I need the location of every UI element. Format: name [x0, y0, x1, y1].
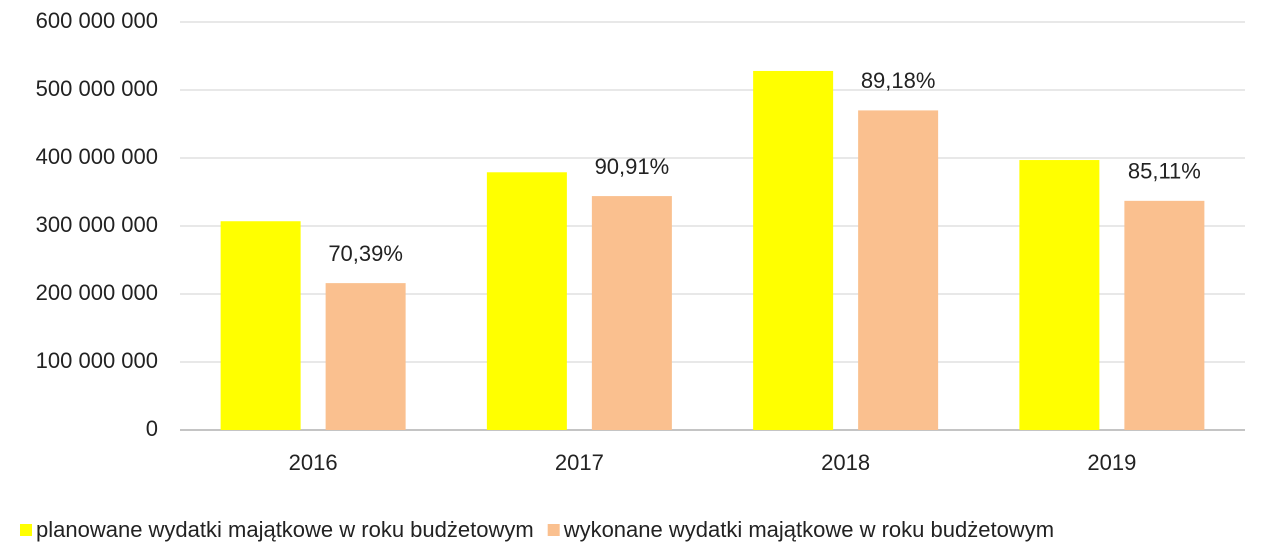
legend-swatch	[20, 524, 32, 536]
bar	[858, 110, 939, 431]
y-tick-label: 100 000 000	[36, 348, 158, 373]
bar-annotation: 90,91%	[595, 154, 670, 179]
x-tick-label: 2019	[1087, 450, 1136, 475]
bar	[325, 283, 406, 430]
bar	[486, 172, 567, 430]
bar	[591, 196, 672, 430]
y-tick-label: 200 000 000	[36, 280, 158, 305]
bar-annotation: 89,18%	[861, 68, 936, 93]
y-tick-label: 300 000 000	[36, 212, 158, 237]
y-tick-label: 0	[146, 416, 158, 441]
bar	[753, 70, 834, 431]
legend-label: planowane wydatki majątkowe w roku budże…	[36, 517, 534, 542]
bar	[220, 221, 301, 430]
bar-annotation: 70,39%	[328, 241, 403, 266]
y-tick-label: 500 000 000	[36, 76, 158, 101]
y-tick-label: 600 000 000	[36, 8, 158, 33]
y-tick-label: 400 000 000	[36, 144, 158, 169]
x-tick-label: 2017	[555, 450, 604, 475]
x-tick-label: 2016	[289, 450, 338, 475]
x-tick-label: 2018	[821, 450, 870, 475]
legend-label: wykonane wydatki majątkowe w roku budżet…	[563, 517, 1054, 542]
bar	[1019, 160, 1100, 431]
bar	[1124, 200, 1205, 430]
legend-swatch	[547, 524, 560, 536]
bar-annotation: 85,11%	[1128, 159, 1201, 184]
